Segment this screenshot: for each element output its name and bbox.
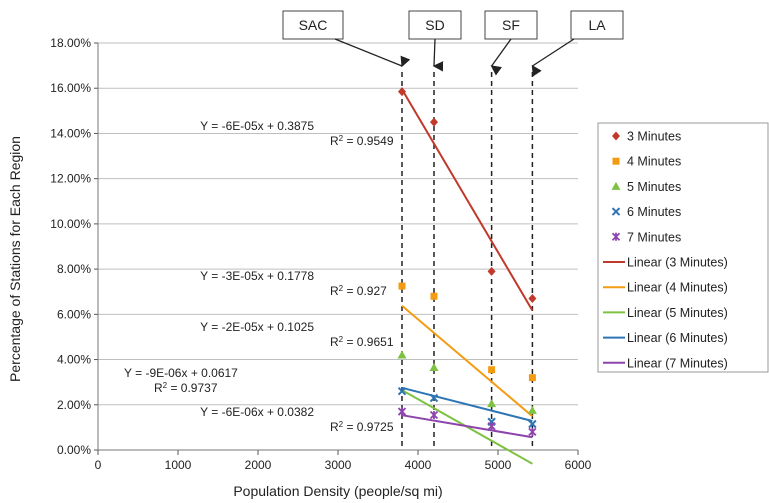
legend-marker-5-minutes	[611, 181, 621, 190]
point-7-minutes	[429, 410, 439, 420]
point-7-minutes	[397, 407, 407, 416]
x-tick-label: 6000	[565, 458, 592, 472]
y-tick-label: 2.00%	[57, 398, 91, 412]
x-tick-label: 5000	[485, 458, 512, 472]
point-6-minutes	[397, 387, 407, 396]
y-tick-label: 4.00%	[57, 353, 91, 367]
legend-label-trend-3-minutes: Linear (3 Minutes)	[627, 256, 728, 270]
trend-r2-5-minutes: R2 = 0.9651	[330, 335, 394, 350]
point-4-minutes	[430, 292, 438, 300]
trend-equation-4-minutes: Y = -3E-05x + 0.1778	[200, 269, 314, 283]
legend-box	[597, 122, 769, 373]
point-3-minutes	[430, 117, 438, 127]
region-callout-arrow	[490, 38, 512, 76]
legend-label-trend-6-minutes: Linear (6 Minutes)	[627, 331, 728, 345]
x-axis-label: Population Density (people/sq mi)	[233, 483, 442, 499]
legend-label-4-minutes: 4 Minutes	[627, 155, 681, 169]
region-callout-arrow	[432, 38, 444, 72]
legend-label-7-minutes: 7 Minutes	[627, 230, 681, 244]
y-tick-label: 12.00%	[50, 172, 91, 186]
point-4-minutes	[528, 374, 536, 382]
trend-r2-7-minutes: R2 = 0.9725	[330, 420, 394, 435]
trend-r2-4-minutes: R2 = 0.927	[330, 284, 387, 299]
legend-marker-7-minutes	[611, 232, 621, 241]
trend-r2-3-minutes: R2 = 0.9549	[330, 134, 394, 149]
y-tick-label: 0.00%	[57, 443, 91, 457]
x-tick-label: 3000	[325, 458, 352, 472]
x-tick-label: 0	[95, 458, 102, 472]
legend-marker-4-minutes	[612, 157, 620, 165]
trendline-4-minutes	[401, 304, 534, 418]
legend-label-trend-5-minutes: Linear (5 Minutes)	[627, 306, 728, 320]
region-callouts: SAC SD SF LA	[282, 10, 624, 77]
legend-marker-3-minutes	[612, 131, 620, 141]
y-tick-label: 16.00%	[50, 81, 91, 95]
trend-r2-6-minutes: R2 = 0.9737	[154, 381, 218, 396]
point-3-minutes	[528, 294, 537, 304]
point-3-minutes	[487, 266, 496, 276]
region-callout-arrow	[531, 38, 575, 77]
point-4-minutes	[398, 282, 406, 290]
trendlines	[401, 88, 534, 465]
gridlines	[98, 42, 578, 406]
legend-label-trend-4-minutes: Linear (4 Minutes)	[627, 281, 728, 295]
y-tick-label: 14.00%	[50, 126, 91, 140]
data-points	[397, 87, 537, 437]
point-4-minutes	[488, 366, 496, 374]
x-tick-label: 4000	[405, 458, 432, 472]
point-7-minutes	[487, 422, 496, 431]
region-callout-label: SAC	[299, 17, 328, 33]
region-callout-label: SF	[502, 17, 520, 33]
point-6-minutes	[429, 393, 439, 403]
axes: 0.00% 2.00% 4.00% 6.00% 8.00% 10.00% 12.00% 14.…	[50, 36, 591, 472]
trend-equation-7-minutes: Y = -6E-06x + 0.0382	[200, 405, 314, 419]
trend-equation-3-minutes: Y = -6E-05x + 0.3875	[200, 119, 314, 133]
y-axis-label: Percentage of Stations for Each Region	[7, 136, 23, 382]
point-7-minutes	[528, 427, 537, 437]
x-tick-label: 1000	[165, 458, 192, 472]
legend-label-trend-7-minutes: Linear (7 Minutes)	[627, 356, 728, 370]
trendline-7-minutes	[401, 414, 533, 439]
trend-equation-6-minutes: Y = -9E-06x + 0.0617	[124, 366, 238, 380]
legend-label-6-minutes: 6 Minutes	[627, 205, 681, 219]
trendline-equations: Y = -6E-05x + 0.3875 R2 = 0.9549 Y = -3E-0…	[124, 119, 394, 434]
point-5-minutes	[487, 399, 497, 408]
legend-label-3-minutes: 3 Minutes	[627, 130, 681, 144]
region-callout-box	[408, 10, 462, 40]
region-callout-label: LA	[588, 17, 606, 33]
trendline-3-minutes	[401, 88, 534, 311]
point-6-minutes	[528, 419, 537, 429]
legend: 3 Minutes 4 Minutes 5 Minutes 6 Minutes 7 Mi…	[597, 122, 769, 373]
point-3-minutes	[398, 87, 406, 97]
region-callout-box	[282, 10, 344, 40]
region-callout-label: SD	[425, 17, 444, 33]
y-tick-label: 8.00%	[57, 262, 91, 276]
region-callout-box	[484, 10, 538, 40]
y-tick-label: 6.00%	[57, 307, 91, 321]
region-callout-arrow	[334, 38, 411, 68]
y-tick-label: 10.00%	[50, 217, 91, 231]
y-tick-label: 18.00%	[50, 36, 91, 50]
legend-marker-6-minutes	[611, 207, 621, 216]
region-lines	[401, 72, 534, 450]
point-5-minutes	[527, 405, 537, 414]
region-callout-box	[570, 10, 624, 40]
trend-equation-5-minutes: Y = -2E-05x + 0.1025	[200, 320, 314, 334]
point-5-minutes	[397, 350, 407, 359]
point-5-minutes	[429, 362, 439, 371]
x-tick-label: 2000	[245, 458, 272, 472]
trendline-6-minutes	[401, 386, 533, 422]
legend-label-5-minutes: 5 Minutes	[627, 180, 681, 194]
